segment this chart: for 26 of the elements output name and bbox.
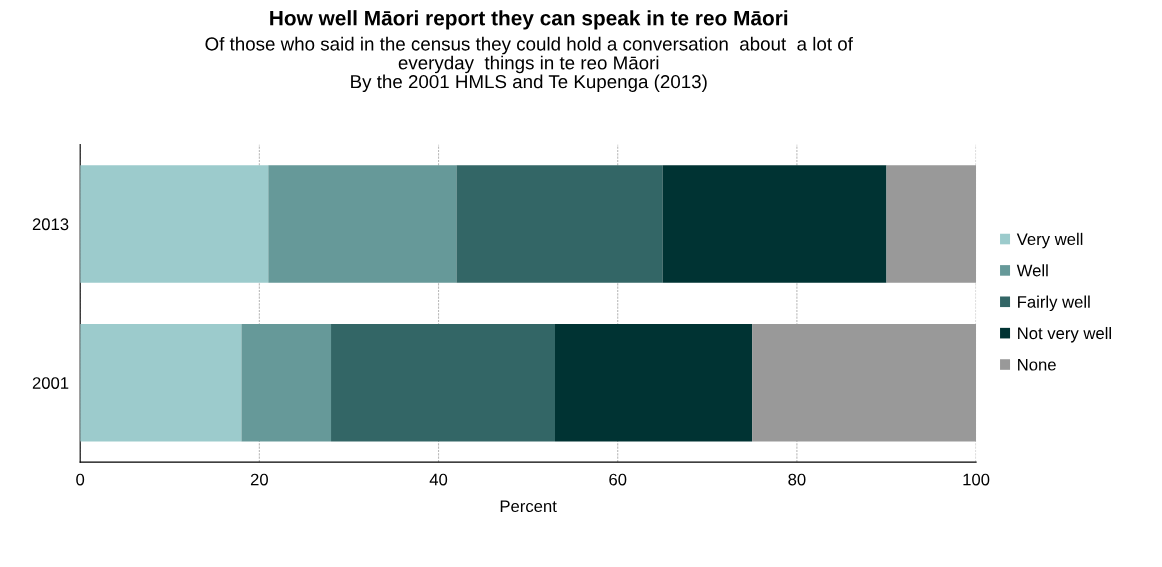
x-tick-label: 80 — [788, 473, 806, 486]
bar — [456, 165, 663, 283]
chart-subtitle: Of those who said in the census they could hold a conversation about a lot of everyday things in te reo Māori By the 2001 HMLS and Te Kupenga (2013) — [205, 36, 853, 93]
y-tick-label: 2001 — [32, 377, 69, 389]
x-tick-label: 20 — [250, 473, 268, 486]
legend-label: Fairly well — [1018, 295, 1090, 312]
legend-label: Very well — [1016, 232, 1083, 249]
bar — [241, 323, 332, 442]
bar — [752, 323, 977, 442]
chart-title: How well Māori report they can speak in te reo Māori — [270, 10, 788, 30]
x-tick-label: 100 — [963, 473, 990, 486]
bar — [886, 165, 977, 283]
x-tick-label: 0 — [76, 473, 85, 486]
bar — [555, 323, 753, 442]
bar — [268, 165, 457, 283]
legend-label: Well — [1016, 264, 1048, 277]
x-tick-label: 60 — [609, 473, 627, 486]
x-tick-label: 40 — [429, 473, 448, 486]
x-axis-title: Percent — [500, 500, 557, 513]
bar — [662, 165, 887, 283]
bar — [80, 323, 242, 442]
bar — [80, 165, 269, 283]
y-tick-label: 2013 — [32, 218, 69, 231]
legend-label: Not very well — [1018, 326, 1111, 343]
legend-label: None — [1018, 358, 1056, 371]
bar — [331, 323, 556, 442]
